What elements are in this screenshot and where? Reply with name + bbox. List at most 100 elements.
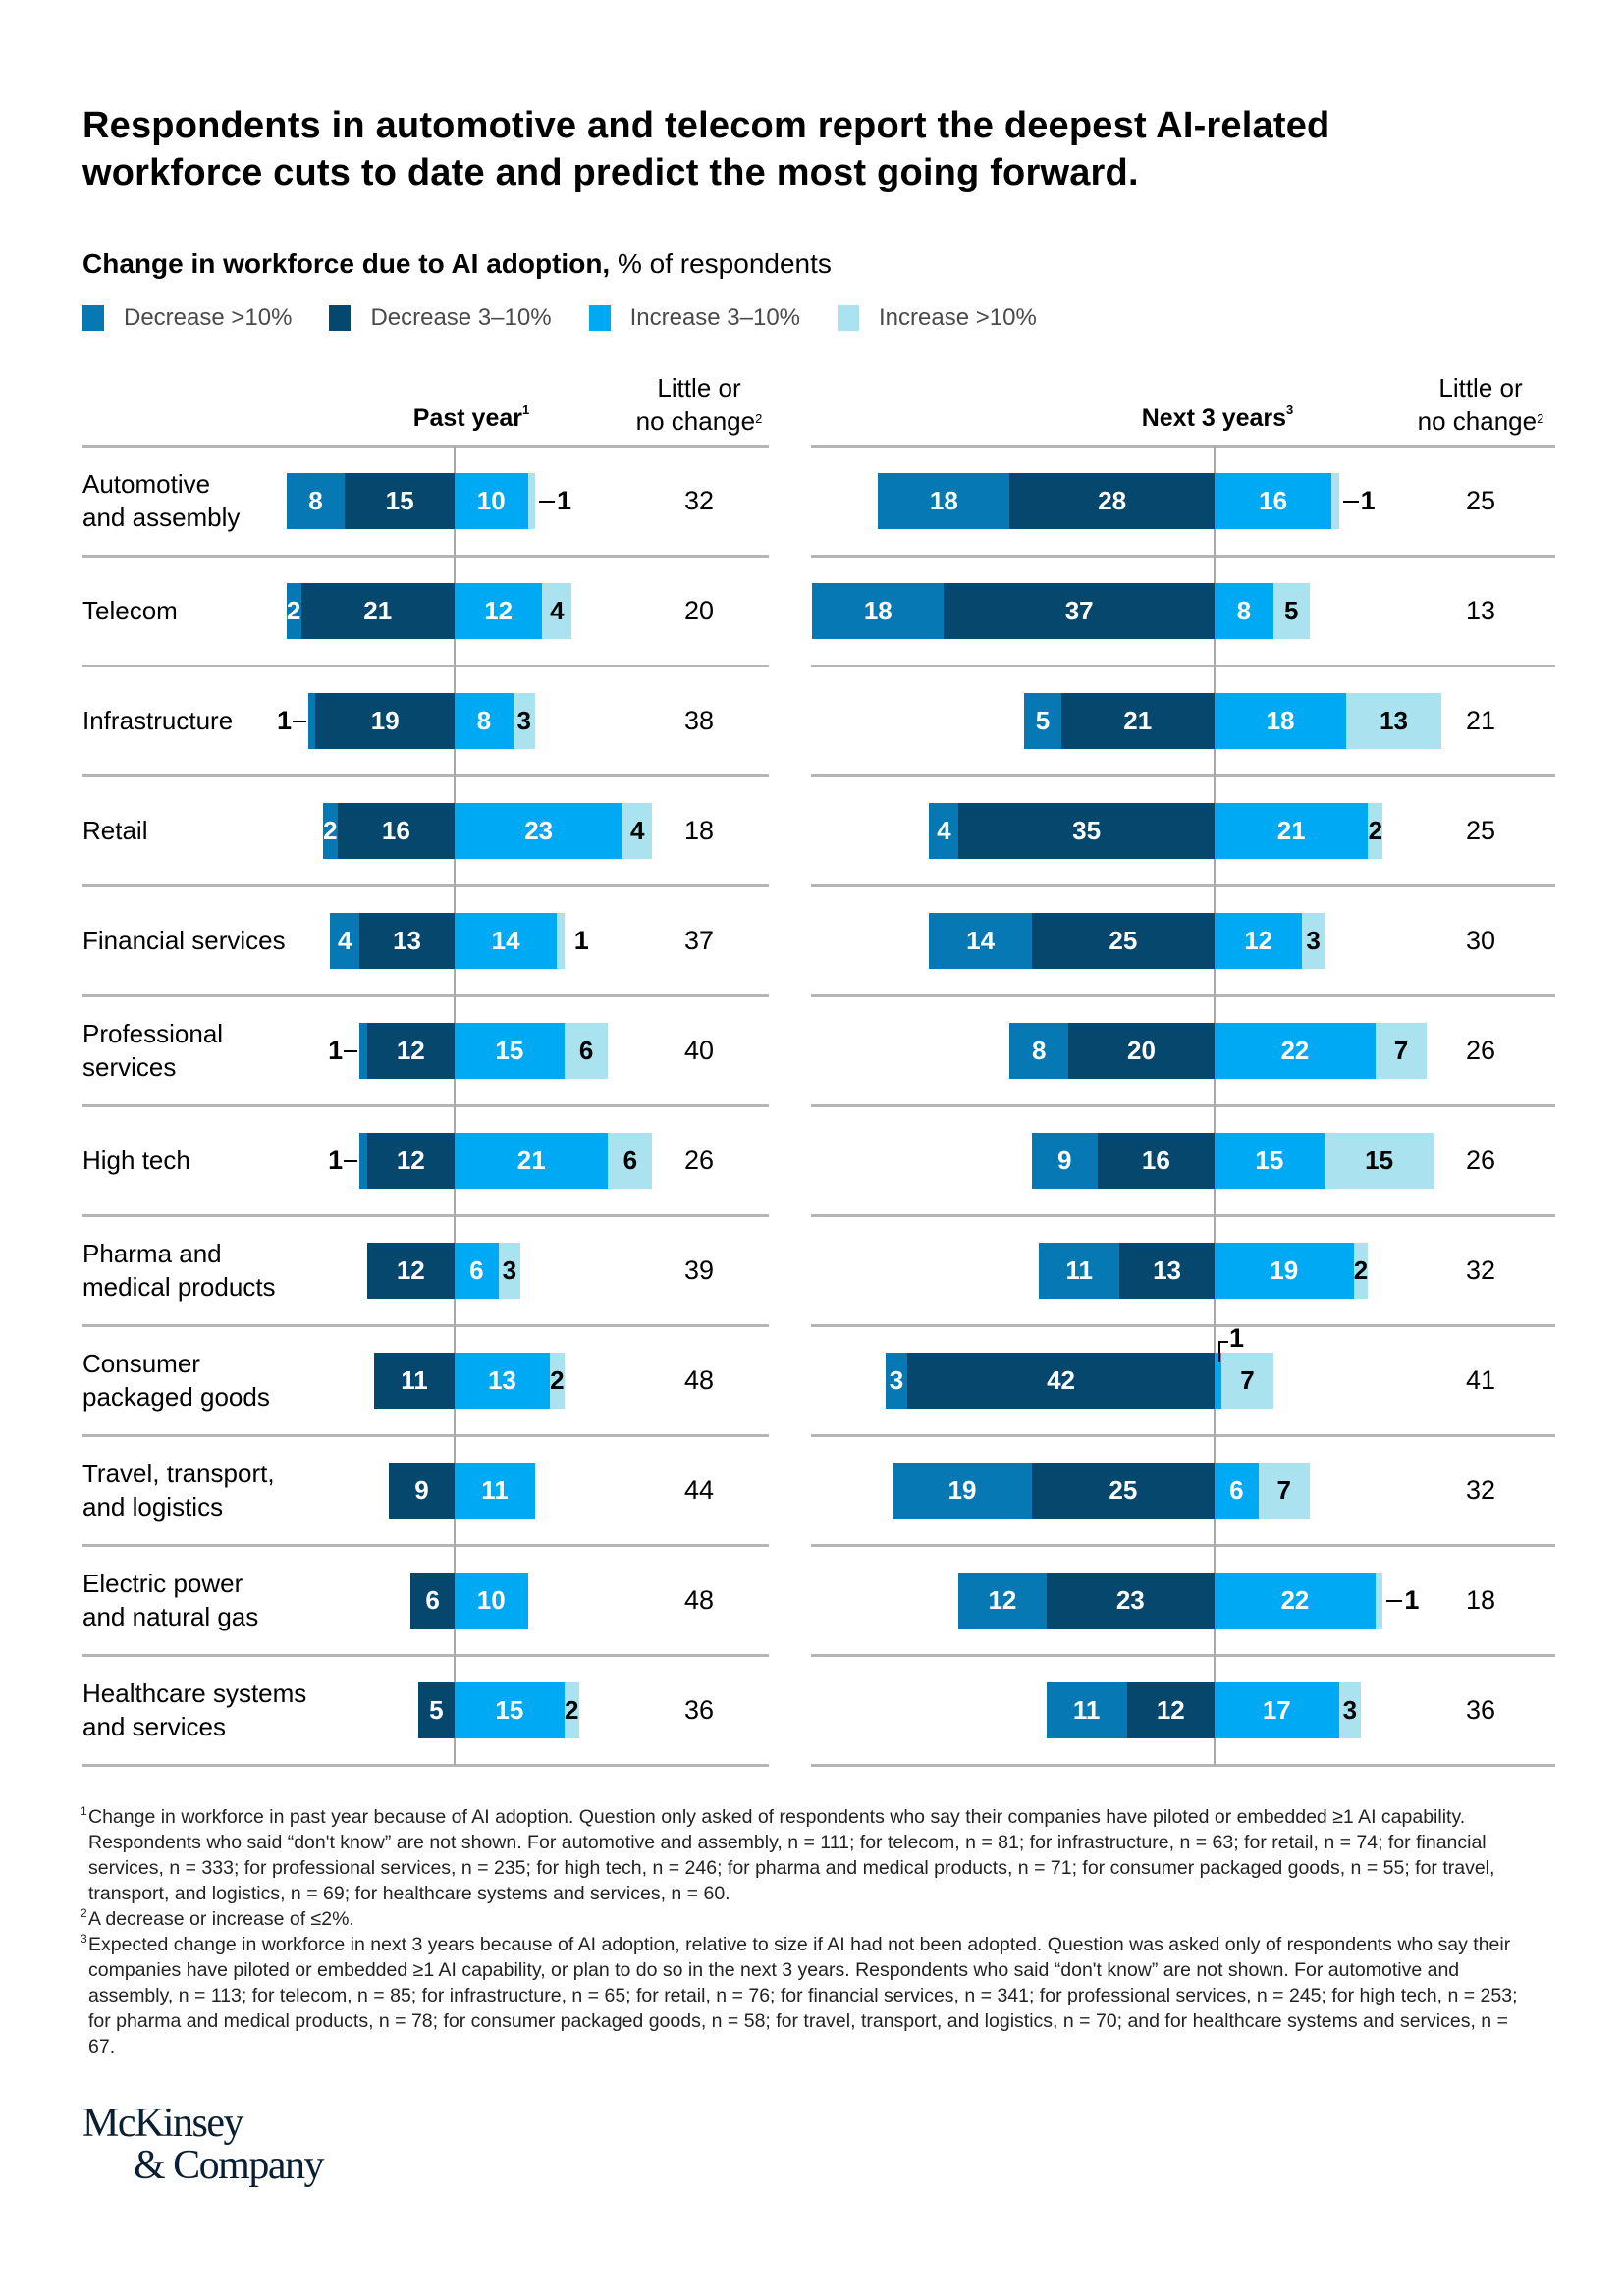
past-year-row-separator [82,1654,769,1657]
past-year-row-separator [82,994,769,997]
past-year-row-separator [82,884,769,887]
next-3-years-bar-label: 13 [1380,706,1408,735]
next-3-years-bar-decrease-3-10 [1031,1463,1215,1519]
past-year-bar-increase-gt10 [564,1023,609,1079]
next-3-years-bar-label: 28 [1098,486,1127,515]
next-3-years-bar-decrease-3-10 [1060,693,1215,749]
next-3-years-bar-decrease-3-10 [1031,913,1215,969]
past-year-bar-decrease-gt10 [330,913,360,969]
legend-label: Decrease 3–10% [370,304,552,331]
past-year-row-separator [82,1104,769,1107]
past-year-bar-increase-3-10 [455,1573,528,1629]
next-3-years-bar-label: 22 [1280,1036,1310,1065]
past-year-bar-label: 6 [578,1036,594,1065]
past-year-bar-label: 2 [323,816,338,845]
chart-subtitle: Change in workforce due to AI adoption, … [82,247,832,281]
next-3-years-bar-decrease-gt10 [893,1463,1032,1519]
next-3-years-bar-label: 18 [863,596,893,625]
past-year-bar-label: 4 [550,596,565,625]
past-year-bar-decrease-3-10 [374,1353,455,1409]
past-year-bar-decrease-gt10 [308,693,316,749]
next-3-years-little-change-value: 32 [1465,1475,1496,1505]
past-year-bar-decrease-3-10 [345,473,455,529]
mckinsey-logo: McKinsey & Company [82,2103,325,2187]
next-3-years-bar-increase-gt10 [1324,1133,1434,1189]
next-3-years-bar-decrease-3-10 [1097,1133,1215,1189]
past-year-bar-label: 2 [286,596,301,625]
past-year-bar-increase-gt10 [564,1682,579,1738]
footnote-1: 1 Change in workforce in past year becaus… [81,1804,1536,1906]
next-3-years-little-change-value: 41 [1465,1365,1496,1395]
past-year-bar-decrease-3-10 [315,693,455,749]
past-year-bar-label: 5 [429,1695,444,1725]
past-year-bar-decrease-gt10 [286,473,346,529]
past-year-bar-increase-3-10 [455,803,623,859]
past-year-bar-increase-gt10 [498,1243,521,1299]
next-3-years-bar-label: 37 [1064,596,1094,625]
next-3-years-bar-decrease-gt10 [1039,1243,1120,1299]
footnote-text: Expected change in workforce in next 3 y… [88,1934,1518,2057]
past-year-bar-label: 13 [393,926,422,955]
next-3-years-bar-label: 25 [1109,926,1138,955]
past-year-bar-decrease-3-10 [366,1133,455,1189]
past-year-bar-label: 14 [491,926,520,955]
next-3-years-bar-increase-gt10 [1353,1243,1369,1299]
past-year-row-separator [82,1764,769,1767]
past-year-bar-decrease-3-10 [366,1243,455,1299]
past-year-bar-decrease-gt10 [286,583,301,639]
subtitle-unit: % of respondents [610,248,832,279]
legend-swatch [838,305,860,331]
next-3-years-bar-decrease-gt10 [929,803,959,859]
footnote-marker: 2 [81,1906,87,1920]
past-year-bar-label: 12 [396,1255,425,1285]
past-year-header: Past year1 [373,402,569,433]
little-change-line2: no change [635,406,756,436]
next-3-years-bar-label: 5 [1035,706,1051,735]
next-3-years-bar-label: 2 [1368,816,1383,845]
past-year-leader-line [293,721,306,722]
past-year-bar-label: 10 [476,1585,506,1615]
past-year-bar-label: 4 [338,926,352,955]
past-year-leader-line [344,1160,358,1162]
next-3-years-little-change-value: 25 [1465,486,1496,515]
past-year-bar-increase-gt10 [542,583,572,639]
row-label: Pharma and medical products [82,1239,276,1302]
next-3-years-row-separator [811,994,1555,997]
next-3-years-bar-increase-gt10 [1302,913,1325,969]
past-year-zero-axis [454,446,456,1765]
next-3-years-bar-decrease-gt10 [812,583,945,639]
next-3-years-bar-decrease-3-10 [1046,1573,1215,1629]
past-year-bar-label: 12 [396,1146,425,1175]
past-year-leader-line [538,501,555,503]
row-label: High tech [82,1146,190,1175]
next-3-years-little-change-value: 25 [1465,816,1496,845]
next-3-years-bar-decrease-3-10 [1126,1682,1215,1738]
past-year-bar-increase-3-10 [455,1463,535,1519]
legend-item-decrease-gt10: Decrease >10% [82,304,292,332]
next-3-years-bar-decrease-gt10 [958,1573,1047,1629]
next-3-years-bar-decrease-3-10 [1068,1023,1215,1079]
legend-swatch [588,305,611,331]
past-year-leader-line [344,1050,358,1052]
next-3-years-row-separator [811,1544,1555,1547]
row-label: Infrastructure [82,706,234,735]
next-3-years-little-change-value: 18 [1465,1585,1496,1615]
next-3-years-bar-label: 3 [1306,926,1321,955]
next-3-years-bar-label: 5 [1283,596,1299,625]
next-3-years-bar-decrease-gt10 [1046,1682,1127,1738]
row-label: Automotive and assembly [82,469,241,532]
next-3-years-bar-increase-3-10 [1215,1573,1376,1629]
footnote-marker: 1 [81,1804,87,1818]
next-3-years-bar-label: 16 [1259,486,1288,515]
past-year-little-change-value: 39 [683,1255,715,1285]
past-year-bar-increase-3-10 [455,1682,565,1738]
past-year-bar-label: 2 [550,1365,565,1395]
next-3-years-bar-label: 2 [1353,1255,1369,1285]
past-year-bar-label: 9 [414,1475,429,1505]
next-3-years-row-separator [811,774,1555,777]
past-year-little-change-value: 48 [683,1365,715,1395]
footnote-ref: 3 [1286,402,1294,417]
footnote-ref: 2 [1537,411,1544,426]
past-year-little-change-value: 32 [683,486,715,515]
next-3-years-bar-increase-3-10 [1215,473,1332,529]
